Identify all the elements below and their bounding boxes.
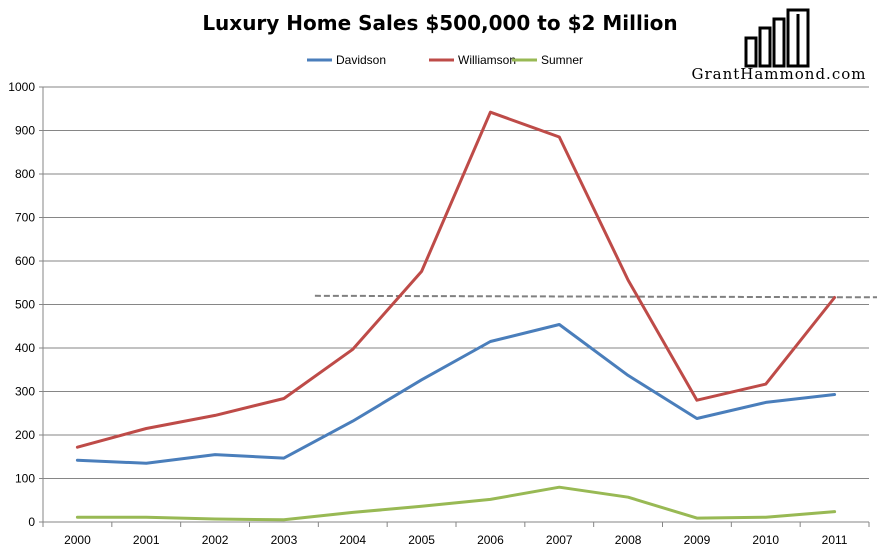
x-tick-label: 2004 <box>339 533 366 547</box>
legend: Davidson Williamson Sumner <box>307 53 583 67</box>
series-line-davidson <box>75 323 837 465</box>
y-tick-label: 200 <box>15 428 35 442</box>
x-axis: 2000 2001 2002 2003 2004 2005 2006 2007 2008 2009… <box>42 521 870 547</box>
legend-label-sumner: Sumner <box>541 53 583 67</box>
y-tick-label: 700 <box>15 211 35 225</box>
chart-title: Luxury Home Sales $500,000 to $2 Million <box>202 11 677 35</box>
y-tick-label: 1000 <box>8 80 35 94</box>
brand-name: GrantHammond.com <box>692 65 867 83</box>
y-tick-label: 800 <box>15 167 35 181</box>
legend-label-williamson: Williamson <box>458 53 516 67</box>
building-logo-icon <box>744 8 810 68</box>
brand-logo: GrantHammond.com <box>692 8 867 83</box>
x-tick-label: 2008 <box>615 533 642 547</box>
x-tick-label: 2010 <box>752 533 779 547</box>
grid <box>43 86 869 523</box>
reference-line-group <box>314 294 878 299</box>
x-tick-label: 2006 <box>477 533 504 547</box>
y-tick-label: 0 <box>28 515 35 529</box>
y-tick-label: 500 <box>15 298 35 312</box>
y-tick-label: 400 <box>15 341 35 355</box>
series-line-williamson <box>75 110 837 449</box>
series-group <box>75 110 837 522</box>
y-tick-label: 900 <box>15 124 35 138</box>
y-axis: 0 100 200 300 400 500 600 700 800 900 1000 <box>8 80 44 529</box>
x-tick-label: 2009 <box>684 533 711 547</box>
y-tick-label: 300 <box>15 385 35 399</box>
x-tick-label: 2003 <box>271 533 298 547</box>
y-tick-label: 600 <box>15 254 35 268</box>
series-line-sumner <box>75 485 837 522</box>
x-tick-label: 2000 <box>64 533 91 547</box>
y-tick-label: 100 <box>15 472 35 486</box>
x-tick-label: 2011 <box>822 533 848 547</box>
legend-label-davidson: Davidson <box>336 53 386 67</box>
x-tick-label: 2005 <box>408 533 435 547</box>
x-tick-label: 2001 <box>133 533 160 547</box>
x-tick-label: 2007 <box>546 533 573 547</box>
reference-line <box>314 294 878 299</box>
x-tick-label: 2002 <box>202 533 229 547</box>
